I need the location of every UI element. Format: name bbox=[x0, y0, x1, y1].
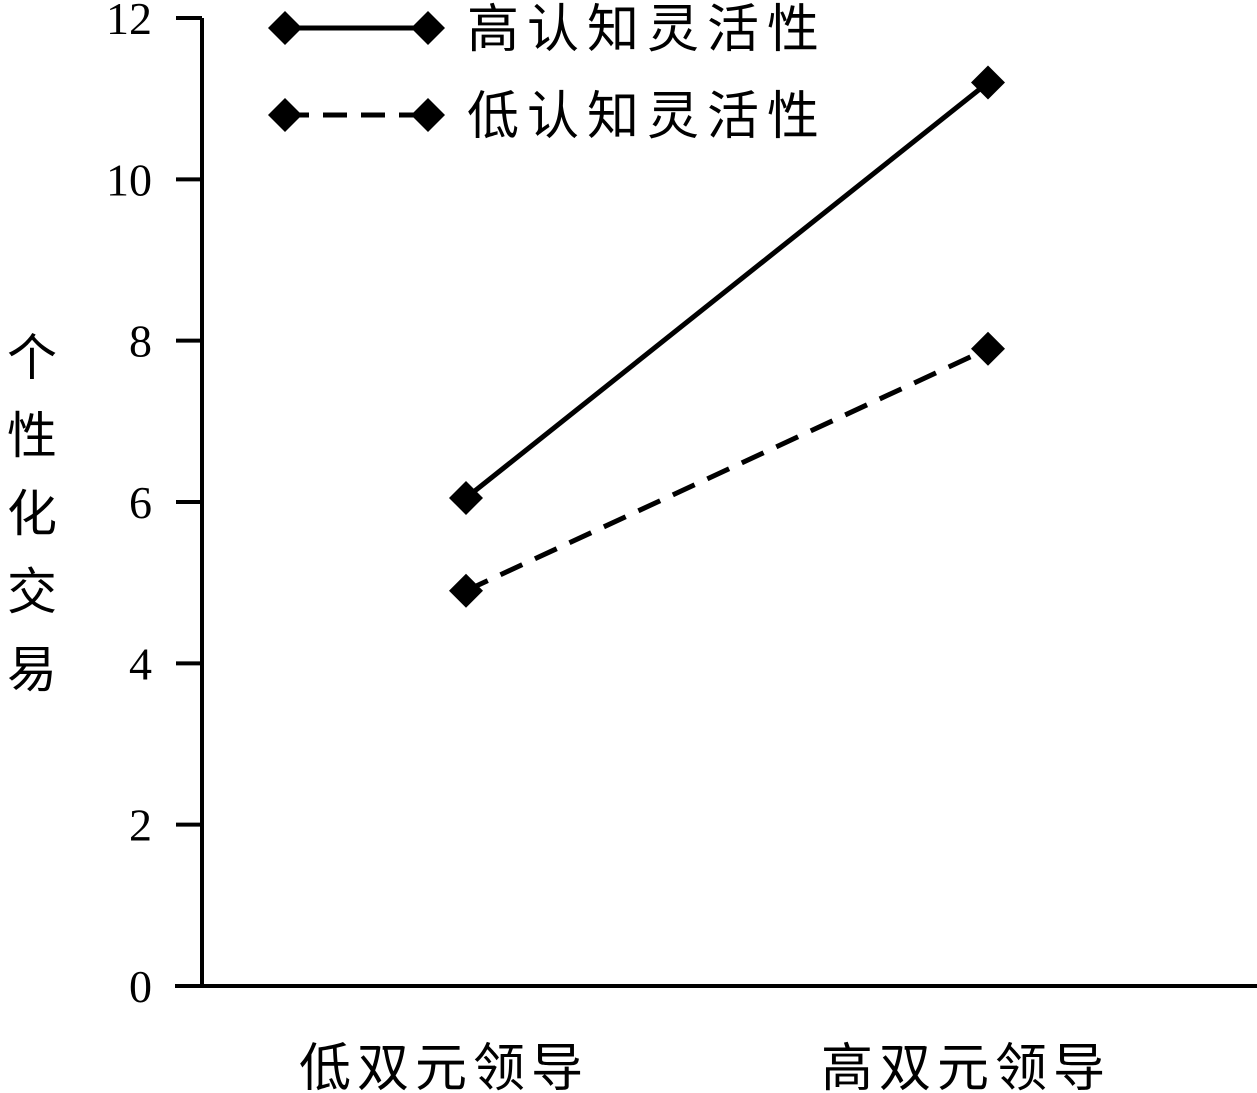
legend-marker bbox=[268, 11, 302, 45]
y-tick-label: 2 bbox=[129, 800, 152, 851]
y-axis-label-char: 个 bbox=[7, 329, 57, 387]
series-marker bbox=[971, 331, 1005, 366]
series-marker bbox=[449, 573, 483, 608]
series-line-dashed bbox=[464, 346, 990, 594]
series-marker bbox=[449, 480, 483, 515]
y-axis-label-char: 化 bbox=[7, 485, 57, 543]
x-category-label: 低双元领导 bbox=[299, 1039, 589, 1093]
y-axis-label-char: 交 bbox=[7, 563, 57, 621]
legend-label: 高认知灵活性 bbox=[467, 0, 827, 60]
axes bbox=[175, 18, 1257, 988]
series-group bbox=[449, 65, 1005, 515]
legend-entry: 高认知灵活性 bbox=[268, 0, 827, 60]
y-tick-label: 12 bbox=[106, 0, 152, 44]
legend-label: 低认知灵活性 bbox=[467, 87, 827, 147]
legend-marker bbox=[411, 11, 445, 45]
series-marker bbox=[971, 65, 1005, 100]
y-ticks: 0 2 4 6 8 10 12 bbox=[106, 0, 202, 1012]
y-tick-label: 6 bbox=[129, 477, 152, 528]
y-axis-label-char: 性 bbox=[7, 407, 57, 465]
y-tick-label: 10 bbox=[106, 154, 152, 205]
x-category-labels: 低双元领导 高双元领导 bbox=[299, 1039, 1111, 1093]
legend-marker bbox=[411, 98, 445, 132]
legend-entry: 低认知灵活性 bbox=[268, 87, 827, 147]
y-tick-label: 8 bbox=[129, 316, 152, 367]
x-category-label: 高双元领导 bbox=[821, 1039, 1111, 1093]
legend-marker bbox=[268, 98, 302, 132]
series-line-solid bbox=[464, 80, 990, 500]
y-tick-label: 0 bbox=[129, 961, 152, 1012]
series bbox=[449, 65, 1005, 608]
series-group bbox=[449, 331, 1005, 608]
y-axis-label-char: 易 bbox=[7, 641, 57, 699]
y-tick-label: 4 bbox=[129, 638, 152, 689]
